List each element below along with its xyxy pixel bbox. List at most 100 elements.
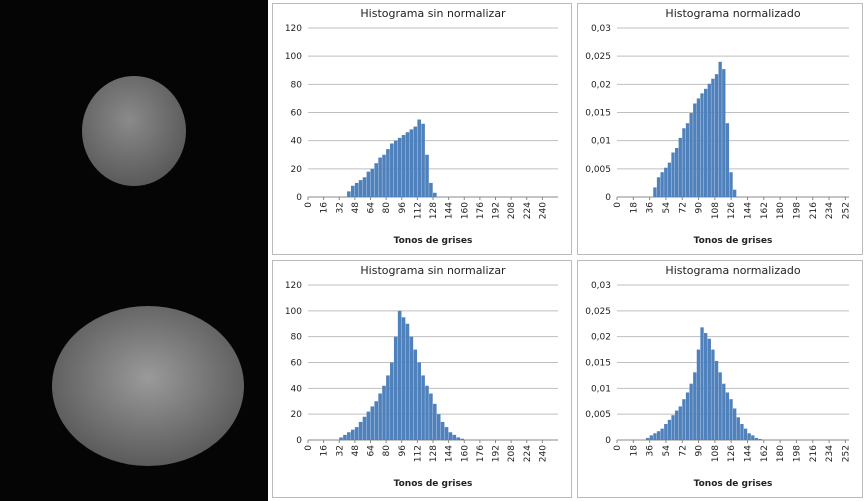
x-tick-label: 16 [320,445,330,457]
bar [390,143,394,197]
x-tick-label: 240 [538,445,548,462]
bar [726,123,729,197]
bar [708,339,711,440]
bar [704,333,707,440]
x-tick-label: 192 [492,202,502,219]
bar [708,84,711,197]
y-tick-label: 80 [291,333,303,343]
y-tick-label: 80 [291,80,303,90]
y-tick-label: 20 [291,165,303,175]
x-tick-label: 144 [445,445,455,462]
bar [343,435,347,440]
bar [715,361,718,440]
y-tick-label: 0 [296,193,302,203]
bar [693,372,696,440]
bar [664,168,667,197]
bar [664,424,667,440]
bar [390,363,394,441]
bar [421,375,425,440]
bar [697,350,700,440]
bar [449,432,453,440]
y-tick-label: 60 [291,109,303,119]
bar [402,135,406,197]
bar [382,155,386,197]
bar [646,438,649,440]
x-tick-label: 160 [460,445,470,462]
bar [744,429,747,440]
bar [456,437,460,440]
bar [433,404,437,440]
x-tick-label: 176 [476,445,486,462]
bar [378,158,382,197]
x-tick-label: 0 [304,202,314,208]
bar [402,317,406,440]
bar [711,350,714,440]
bar [367,172,371,197]
x-tick-label: 96 [398,445,408,457]
bar [679,406,682,440]
bar [359,422,363,440]
bar [650,435,653,440]
x-tick-label: 128 [429,202,439,219]
y-tick-label: 0,015 [585,109,611,119]
x-tick-label: 216 [809,202,819,219]
x-tick-label: 80 [382,445,392,457]
bar [711,79,714,197]
x-tick-label: 144 [744,445,754,462]
bar [686,392,689,440]
x-tick-label: 54 [662,202,672,214]
bar [339,437,343,440]
bar [700,93,703,197]
bar [429,183,433,197]
x-tick-label: 162 [760,445,770,462]
y-tick-label: 100 [285,52,302,62]
x-tick-label: 72 [678,445,688,456]
x-tick-label: 126 [727,202,737,219]
x-tick-label: 252 [841,202,851,219]
x-tick-label: 64 [367,445,377,457]
y-tick-label: 0,03 [591,281,611,291]
bar [347,432,351,440]
bar [729,399,732,440]
bar [417,363,421,441]
sample-bottom [52,306,244,466]
bar [347,191,351,197]
bar [374,401,378,440]
bar [675,148,678,197]
x-tick-label: 48 [351,202,361,214]
x-tick-label: 176 [476,202,486,219]
y-tick-label: 120 [285,281,302,291]
x-tick-label: 180 [776,202,786,219]
bar [413,127,417,197]
figure: Histograma sin normalizar020406080100120… [0,0,865,501]
bar [425,386,429,440]
bar [394,337,398,440]
bar [661,429,664,440]
x-tick-label: 198 [792,202,802,219]
x-tick-label: 198 [792,445,802,462]
bar [653,433,656,440]
bar [657,431,660,440]
bar [682,128,685,197]
bar [675,411,678,440]
x-axis-label: Tonos de grises [694,479,773,489]
bar [386,375,390,440]
bar [700,327,703,440]
bar [671,415,674,440]
bar [398,138,402,197]
bar [445,427,449,440]
bar [668,420,671,440]
y-tick-label: 0,02 [591,80,611,90]
chart-title: Histograma normalizado [665,7,800,20]
y-tick-label: 0,005 [585,410,611,420]
y-tick-label: 0,03 [591,24,611,34]
bar [386,149,390,197]
sample-top [82,76,186,186]
bar [719,62,722,197]
x-tick-label: 0 [613,445,623,451]
bar [733,408,736,440]
y-tick-label: 0,025 [585,52,611,62]
x-tick-label: 0 [613,202,623,208]
x-tick-label: 234 [825,445,835,462]
x-tick-label: 48 [351,445,361,457]
